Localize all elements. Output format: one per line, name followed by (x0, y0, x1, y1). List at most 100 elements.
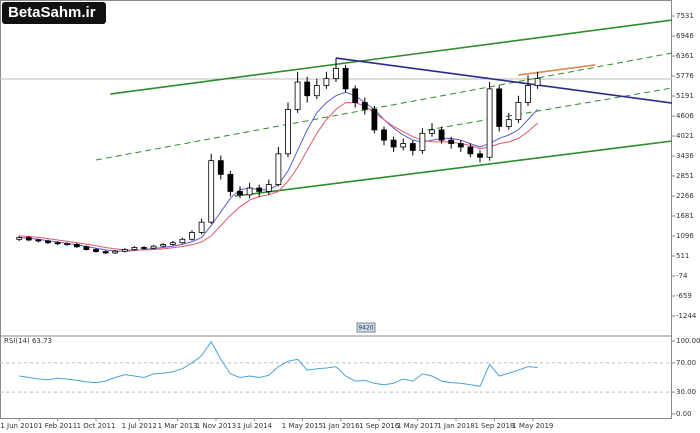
trendline (427, 87, 673, 131)
y-tick-label: 4606 (676, 112, 694, 120)
rsi-tick-label: 30.00 (676, 388, 696, 396)
candle-body (304, 81, 311, 97)
candle-body (285, 108, 291, 155)
y-tick-label: -659 (676, 292, 692, 300)
candle-body (313, 85, 320, 97)
trendline (235, 140, 673, 197)
candle-body (505, 119, 512, 127)
marker-box (356, 322, 376, 333)
y-tick-label: -1244 (676, 312, 697, 320)
candle-body (448, 139, 455, 144)
rsi-line (19, 340, 538, 387)
candle-body (45, 240, 51, 244)
x-tick-label: 1 Jul 2014 (237, 422, 273, 430)
candle-body (352, 88, 359, 103)
trendline (110, 19, 673, 95)
logo-box (2, 2, 106, 24)
candle-body (16, 237, 23, 240)
x-tick-label: 1 Mar 2013 (158, 422, 198, 430)
candle-body (246, 187, 253, 196)
candle-body (419, 132, 426, 151)
y-tick-label: 3436 (676, 152, 694, 160)
y-tick-label: 6946 (676, 32, 694, 40)
candle-body (198, 221, 205, 233)
candle-body (112, 250, 119, 254)
y-tick-label: 7531 (676, 12, 694, 20)
candle-body (160, 244, 167, 247)
x-tick-label: 1 Jul 2012 (122, 422, 157, 430)
candle-body (409, 143, 416, 151)
candle-body (390, 139, 397, 148)
y-tick-label: 2851 (676, 172, 694, 180)
x-tick-label: 1 Sep 2016 (359, 422, 399, 430)
candle-body (121, 249, 128, 252)
candle-body (208, 160, 215, 223)
candle-body (496, 88, 503, 127)
candle-body (515, 102, 522, 121)
candle-body (525, 85, 531, 103)
trendline (335, 57, 673, 104)
x-tick-label: 1 Jun 2010 (0, 422, 38, 430)
candle-body (73, 244, 80, 248)
candle-body (534, 78, 541, 86)
x-tick-label: 1 Oct 2011 (77, 422, 116, 430)
y-tick-label: 1096 (676, 232, 694, 240)
candle-body (429, 129, 435, 134)
candle-body (141, 247, 147, 249)
candle-body (64, 243, 71, 246)
candle-body (93, 249, 99, 252)
candle-body (400, 143, 407, 148)
candle-body (323, 78, 330, 86)
candle-body (131, 247, 138, 250)
candle-body (189, 232, 195, 240)
x-tick-label: 1 Jan 2016 (322, 422, 360, 430)
y-tick-label: 6361 (676, 52, 694, 60)
candle-body (371, 108, 378, 131)
x-tick-label: 1 May 2015 (282, 422, 323, 430)
candle-body (477, 153, 483, 158)
candle-body (54, 242, 61, 245)
marker-label: 9420 (358, 325, 373, 332)
x-tick-label: 1 Sep 2018 (474, 422, 514, 430)
x-tick-label: 1 May 2019 (512, 422, 553, 430)
candle-body (486, 88, 493, 158)
y-tick-label: 511 (676, 252, 689, 260)
y-tick-label: 5191 (676, 92, 694, 100)
rsi-label: RSI(14) 63.73 (4, 337, 52, 345)
candle-body (256, 187, 263, 192)
candle-body (342, 67, 349, 90)
trendline (95, 52, 673, 161)
candle-body (102, 251, 109, 254)
candle-body (294, 81, 301, 110)
candle-body (25, 237, 32, 241)
candle-body (467, 146, 474, 155)
y-tick-label: 1681 (676, 212, 694, 220)
candle-body (265, 184, 272, 192)
y-tick-label: 5776 (676, 72, 694, 80)
rsi-tick-label: 0.00 (676, 410, 692, 418)
candle-body (83, 246, 90, 250)
candle-body (333, 67, 339, 80)
y-tick-label: 4021 (676, 132, 694, 140)
rsi-tick-label: 100.00 (676, 337, 700, 345)
candle-body (169, 242, 176, 245)
trendline (518, 64, 596, 76)
candle-body (217, 160, 224, 175)
x-tick-label: 1 Nov 2013 (196, 422, 236, 430)
x-tick-label: 1 Feb 2011 (38, 422, 77, 430)
candle-body (35, 239, 42, 242)
candle-body (275, 153, 282, 185)
y-tick-label: -74 (676, 272, 688, 280)
y-tick-label: 2266 (676, 192, 694, 200)
candle-body (237, 191, 243, 196)
logo: BetaSahm.ir (8, 4, 96, 21)
candle-body (227, 173, 234, 192)
x-tick-label: 1 Jan 2018 (437, 422, 475, 430)
candle-body (438, 129, 445, 141)
candle-body (150, 245, 157, 249)
candle-body (457, 143, 464, 148)
candle-body (381, 129, 387, 141)
x-tick-label: 1 May 2017 (397, 422, 438, 430)
